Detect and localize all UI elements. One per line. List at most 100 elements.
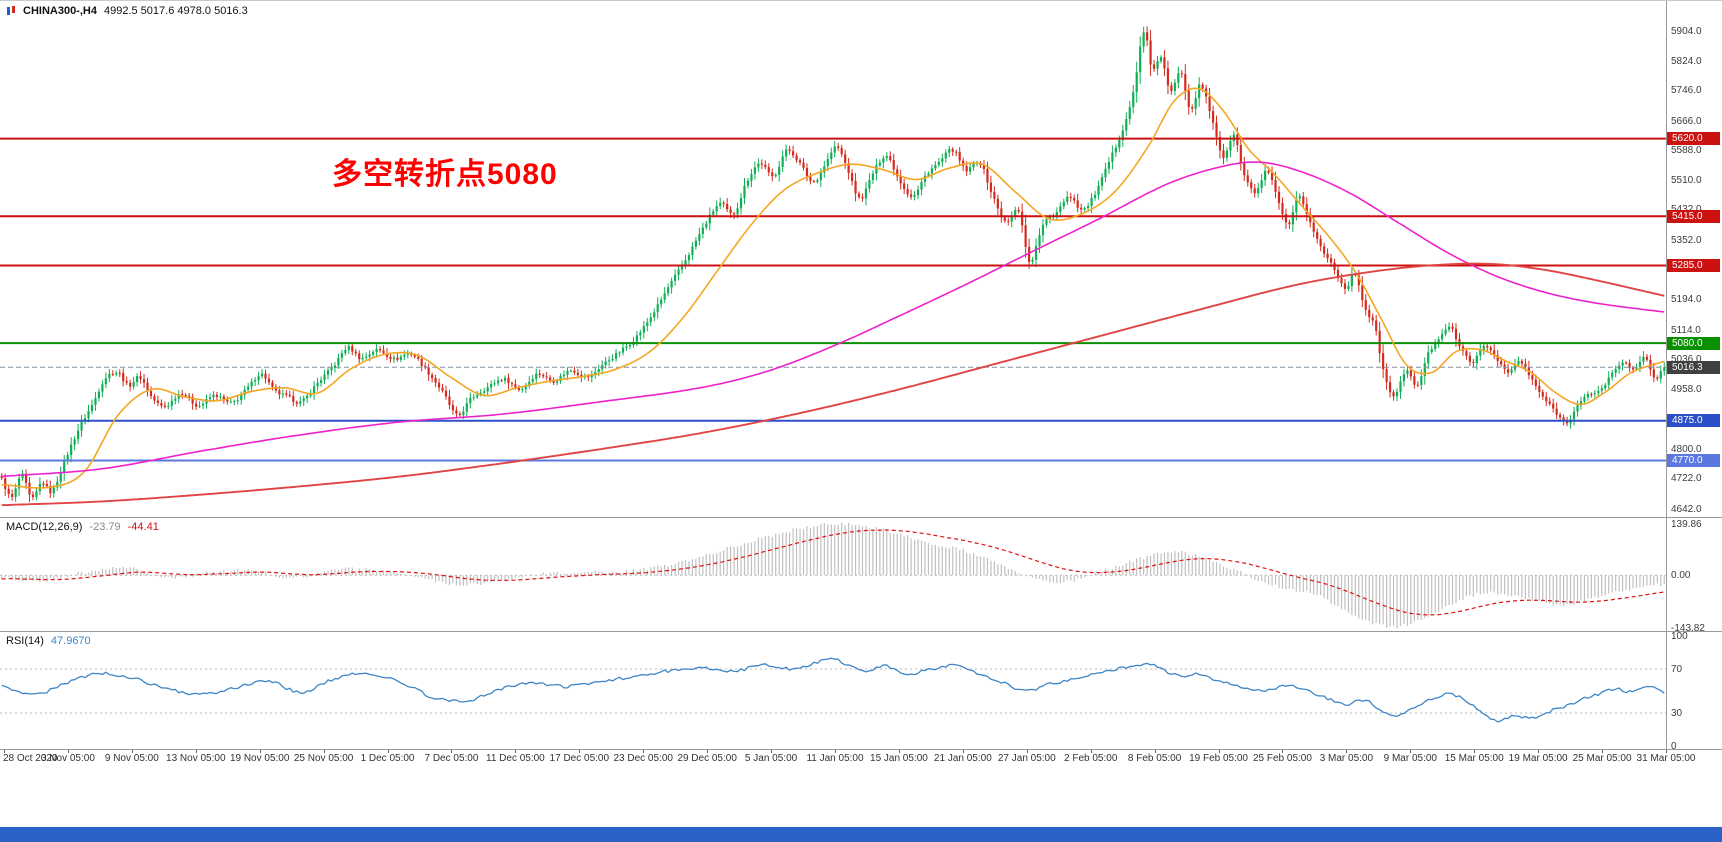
price-label: 4880.0 — [1671, 413, 1702, 425]
date-label: 21 Jan 05:00 — [933, 753, 992, 764]
date-label: 23 Dec 05:00 — [613, 753, 673, 764]
panel-separator-2[interactable] — [0, 631, 1722, 632]
date-label: 31 Mar 05:00 — [1636, 753, 1696, 764]
macd-label: MACD(12,26,9) — [6, 521, 83, 533]
date-label: 28 Oct 2020 — [3, 753, 58, 764]
time-tick — [195, 749, 197, 753]
time-tick — [898, 749, 900, 753]
date-label: 25 Nov 05:00 — [293, 753, 354, 764]
time-scale[interactable]: 28 Oct 2020 3 Nov 05:00 9 Nov 05:00 13 Nov … — [0, 749, 1722, 769]
rsi-header: RSI(14) 47.9670 — [6, 635, 91, 647]
price-label: 5352.0 — [1671, 234, 1702, 246]
date-label: 5 Jan 05:00 — [744, 753, 798, 764]
time-tick — [515, 749, 517, 753]
date-label: 27 Jan 05:00 — [997, 753, 1056, 764]
macd-signal-value: -44.41 — [127, 521, 159, 533]
time-tick — [835, 749, 836, 753]
price-label: 5666.0 — [1671, 115, 1702, 127]
date-label: 2 Feb 05:00 — [1064, 753, 1118, 764]
date-label: 8 Feb 05:00 — [1127, 753, 1182, 764]
date-label: 19 Feb 05:00 — [1189, 753, 1248, 764]
symbol-label: CHINA300-,H4 — [23, 5, 97, 17]
macd-scale-label: 0.00 — [1671, 569, 1691, 581]
price-scale-border — [1666, 1, 1667, 749]
date-label: 7 Dec 05:00 — [424, 753, 479, 764]
panel-separator-1[interactable] — [0, 517, 1722, 518]
time-tick — [67, 749, 69, 753]
price-tag: 4770.0 — [1667, 454, 1720, 468]
ohlc-values: 4992.5 5017.6 4978.0 5016.3 — [103, 5, 248, 17]
macd-main-value: -23.79 — [89, 521, 121, 533]
time-axis-border — [0, 749, 1722, 750]
time-tick — [1538, 749, 1540, 753]
time-tick — [323, 749, 325, 753]
time-tick — [1090, 749, 1092, 753]
price-tag: 4875.0 — [1667, 414, 1720, 428]
price-label: 5114.0 — [1671, 324, 1701, 336]
time-tick — [259, 749, 261, 753]
time-tick — [131, 749, 133, 753]
date-label: 19 Mar 05:00 — [1508, 753, 1568, 764]
time-tick — [643, 749, 645, 753]
date-label: 11 Jan 05:00 — [806, 753, 864, 764]
time-tick — [1218, 749, 1220, 753]
time-tick — [451, 749, 453, 753]
time-tick — [1666, 749, 1667, 753]
price-label: 5194.0 — [1671, 294, 1702, 306]
price-label: 5036.0 — [1671, 354, 1702, 366]
time-tick — [707, 749, 709, 753]
date-label: 29 Dec 05:00 — [677, 753, 737, 764]
date-label: 15 Jan 05:00 — [870, 753, 928, 764]
rsi-scale-label: 30 — [1671, 707, 1683, 719]
macd-header: MACD(12,26,9) -23.79 -44.41 — [6, 521, 159, 533]
date-label: 3 Nov 05:00 — [40, 753, 95, 764]
price-label: 5274.0 — [1671, 264, 1702, 276]
bottom-bar[interactable] — [0, 827, 1722, 842]
price-label: 4722.0 — [1671, 473, 1702, 485]
date-label: 1 Dec 05:00 — [360, 753, 415, 764]
price-tag: 5285.0 — [1667, 258, 1720, 272]
price-label: 5510.0 — [1671, 174, 1702, 186]
rsi-value: 47.9670 — [50, 635, 91, 647]
macd-indicator-pane[interactable] — [0, 518, 1666, 631]
rsi-indicator-pane[interactable] — [0, 632, 1666, 749]
date-label: 11 Dec 05:00 — [486, 753, 545, 764]
price-chart-pane[interactable] — [0, 1, 1666, 517]
date-label: 17 Dec 05:00 — [549, 753, 610, 764]
time-tick — [771, 749, 773, 753]
price-label: 5432.0 — [1671, 204, 1702, 216]
time-tick — [579, 749, 581, 753]
time-tick — [1474, 749, 1476, 753]
price-label: 4800.0 — [1671, 443, 1702, 455]
price-label: 5588.0 — [1671, 145, 1702, 157]
price-label: 4642.0 — [1671, 503, 1702, 515]
chart-symbol-icon — [6, 6, 16, 16]
time-tick — [1154, 749, 1156, 753]
date-label: 15 Mar 05:00 — [1444, 753, 1504, 764]
chart-header: CHINA300-,H4 4992.5 5017.6 4978.0 5016.3 — [6, 5, 248, 17]
price-label: 5746.0 — [1671, 85, 1702, 97]
price-tag: 5415.0 — [1667, 209, 1720, 223]
time-tick — [1346, 749, 1348, 753]
date-label: 3 Mar 05:00 — [1319, 753, 1374, 764]
rsi-label: RSI(14) — [6, 635, 44, 647]
date-label: 19 Nov 05:00 — [229, 753, 290, 764]
time-tick — [1282, 749, 1284, 753]
date-label: 9 Mar 05:00 — [1383, 753, 1437, 764]
time-tick — [387, 749, 389, 753]
text-annotation: 多空转折点5080 — [332, 158, 558, 191]
macd-scale-label: 139.86 — [1671, 518, 1702, 530]
time-tick — [1410, 749, 1412, 753]
time-tick — [4, 749, 5, 753]
date-label: 13 Nov 05:00 — [166, 753, 226, 764]
date-label: 9 Nov 05:00 — [104, 753, 159, 764]
price-tag: 5016.3 — [1667, 360, 1720, 374]
price-tag: 5620.0 — [1667, 132, 1720, 146]
time-tick — [962, 749, 964, 753]
time-tick — [1602, 749, 1604, 753]
time-tick — [1026, 749, 1028, 753]
date-label: 25 Mar 05:00 — [1572, 753, 1632, 764]
price-label: 5824.0 — [1671, 55, 1702, 67]
price-label: 4958.0 — [1671, 383, 1702, 395]
rsi-scale-label: 100 — [1671, 630, 1688, 642]
